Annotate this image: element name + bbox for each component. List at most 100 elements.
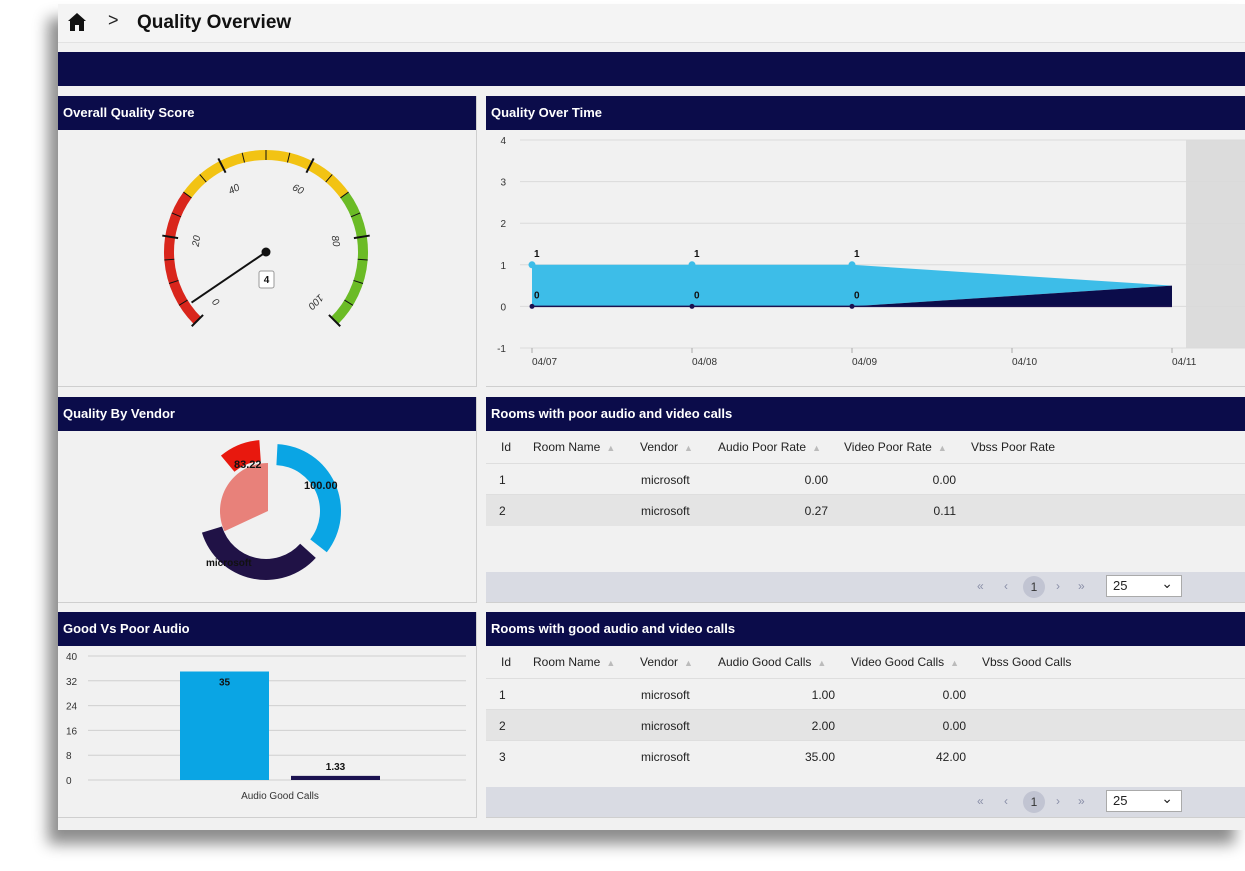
y-tick-label: 40 <box>66 652 78 663</box>
panel-title: Rooms with poor audio and video calls <box>486 397 1245 431</box>
good-vs-poor-panel: Good Vs Poor Audio 40 32 24 16 8 0 35 1.33 Audio… <box>58 612 477 818</box>
data-label: 1 <box>534 249 540 260</box>
sort-arrow-icon: ▲ <box>812 443 821 453</box>
good-vs-poor-chart: 40 32 24 16 8 0 35 1.33 Audio Good Calls <box>66 652 466 802</box>
y-tick-label: 24 <box>66 702 78 713</box>
gauge-tick-label: 100 <box>305 292 325 312</box>
current-page[interactable]: 1 <box>1023 791 1045 813</box>
column-header-audio[interactable]: Audio Poor Rate ▲ <box>718 440 821 454</box>
app-window: > Quality Overview Overall Quality Score… <box>58 4 1245 830</box>
poor-rooms-panel: Rooms with poor audio and video calls Id… <box>486 397 1245 603</box>
gauge-tick <box>286 152 291 163</box>
table-row[interactable]: 1 microsoft 0.00 0.00 <box>486 463 1245 495</box>
gauge-tick <box>178 299 188 306</box>
point-upper <box>848 261 856 269</box>
page-size-select[interactable]: 25 ⌄ <box>1106 790 1182 812</box>
gauge-value-box <box>258 270 275 289</box>
point-lower <box>529 303 535 309</box>
table-row[interactable]: 2 microsoft 0.27 0.11 <box>486 494 1245 526</box>
column-header-video[interactable]: Video Poor Rate ▲ <box>844 440 947 454</box>
chevron-down-icon: ⌄ <box>1161 790 1173 806</box>
sort-arrow-icon: ▲ <box>684 658 693 668</box>
y-tick-label: 32 <box>66 677 78 688</box>
sort-arrow-icon: ▲ <box>950 658 960 668</box>
gauge-tick <box>325 174 333 183</box>
y-tick-label: 0 <box>500 302 506 313</box>
column-header-vendor[interactable]: Vendor ▲ <box>640 440 693 454</box>
gauge-tick-label: 60 <box>290 182 305 197</box>
x-tick-label: 04/10 <box>1012 357 1037 368</box>
chevron-right-icon: > <box>108 10 119 30</box>
data-label: 0 <box>854 290 860 301</box>
column-header-vendor[interactable]: Vendor ▲ <box>640 655 693 669</box>
vendor-pie-chart: 83.22 100.00 microsoft <box>201 440 341 580</box>
gauge-tick <box>217 157 227 174</box>
gauge-tick <box>353 234 370 240</box>
gauge-tick <box>183 191 192 199</box>
gauge-hub <box>261 247 271 257</box>
gauge-tick <box>340 191 349 199</box>
x-tick-label: 04/11 <box>1172 357 1197 368</box>
x-tick-label: 04/07 <box>532 357 557 368</box>
first-page-button[interactable]: « <box>977 579 984 593</box>
pagination-bar: « ‹ 1 › » 25 ⌄ <box>486 572 1245 602</box>
pie-label: 83.22 <box>234 459 262 471</box>
column-header-video[interactable]: Video Good Calls ▲ <box>851 655 960 669</box>
sort-arrow-icon: ▲ <box>817 658 827 668</box>
column-header-vbss[interactable]: Vbss Poor Rate <box>971 440 1056 454</box>
column-header-vbss[interactable]: Vbss Good Calls <box>982 655 1072 669</box>
quality-gauge: 0 20 40 60 80 100 4 <box>162 150 370 327</box>
gauge-tick-label: 20 <box>191 234 204 248</box>
pie-label: 100.00 <box>304 480 338 492</box>
gauge-tick <box>162 234 179 240</box>
overall-quality-panel: Overall Quality Score 0 20 40 60 80 100 4 <box>58 96 477 387</box>
y-tick-label: 3 <box>500 178 506 189</box>
quality-by-vendor-panel: Quality By Vendor 83.22 100.00 microsoft <box>58 397 477 603</box>
data-label: 1 <box>694 249 700 260</box>
gauge-tick <box>191 314 204 327</box>
pie-label: microsoft <box>206 558 252 569</box>
sort-arrow-icon: ▲ <box>937 443 947 453</box>
home-icon[interactable] <box>67 12 87 32</box>
gauge-tick <box>241 152 246 163</box>
last-page-button[interactable]: » <box>1078 794 1085 808</box>
current-page[interactable]: 1 <box>1023 576 1045 598</box>
quality-over-time-panel: Quality Over Time 4 3 2 1 0 -1 1 0 1 0 1 0 04/07 04/0… <box>486 96 1245 387</box>
y-tick-label: -1 <box>497 344 506 355</box>
chart-shade-region <box>1186 140 1245 348</box>
column-header-room[interactable]: Room Name ▲ <box>533 440 616 454</box>
y-tick-label: 1 <box>500 261 506 272</box>
first-page-button[interactable]: « <box>977 794 984 808</box>
column-header-id[interactable]: Id <box>501 655 512 669</box>
gauge-tick <box>328 314 341 327</box>
nav-band <box>58 52 1245 86</box>
gauge-needle <box>191 251 267 304</box>
last-page-button[interactable]: » <box>1078 579 1085 593</box>
y-tick-label: 2 <box>500 219 506 230</box>
table-row[interactable]: 1 microsoft 1.00 0.00 <box>486 678 1245 710</box>
pie-slice-outer <box>201 526 316 580</box>
gauge-band-1 <box>183 150 349 198</box>
column-header-id[interactable]: Id <box>501 440 512 454</box>
table-row[interactable]: 2 microsoft 2.00 0.00 <box>486 709 1245 741</box>
column-header-audio[interactable]: Audio Good Calls ▲ <box>718 655 827 669</box>
panel-title: Quality By Vendor <box>58 397 476 431</box>
data-label: 1 <box>854 249 860 260</box>
y-tick-label: 8 <box>66 751 72 762</box>
next-page-button[interactable]: › <box>1056 794 1060 808</box>
table-header: Id Room Name ▲ Vendor ▲ Audio Poor Rate ▲ V… <box>486 432 1245 462</box>
table-row[interactable]: 3 microsoft 35.00 42.00 <box>486 740 1245 772</box>
gauge-tick <box>168 279 179 284</box>
bar-value-label: 1.33 <box>326 762 346 773</box>
page-title: Quality Overview <box>137 12 292 33</box>
page-size-select[interactable]: 25 ⌄ <box>1106 575 1182 597</box>
column-header-room[interactable]: Room Name ▲ <box>533 655 616 669</box>
prev-page-button[interactable]: ‹ <box>1004 579 1008 593</box>
point-upper <box>688 261 696 269</box>
next-page-button[interactable]: › <box>1056 579 1060 593</box>
y-tick-label: 0 <box>66 776 72 787</box>
panel-title: Rooms with good audio and video calls <box>486 612 1245 646</box>
prev-page-button[interactable]: ‹ <box>1004 794 1008 808</box>
panel-title: Overall Quality Score <box>58 96 476 130</box>
pie-slice-outer <box>276 444 341 553</box>
